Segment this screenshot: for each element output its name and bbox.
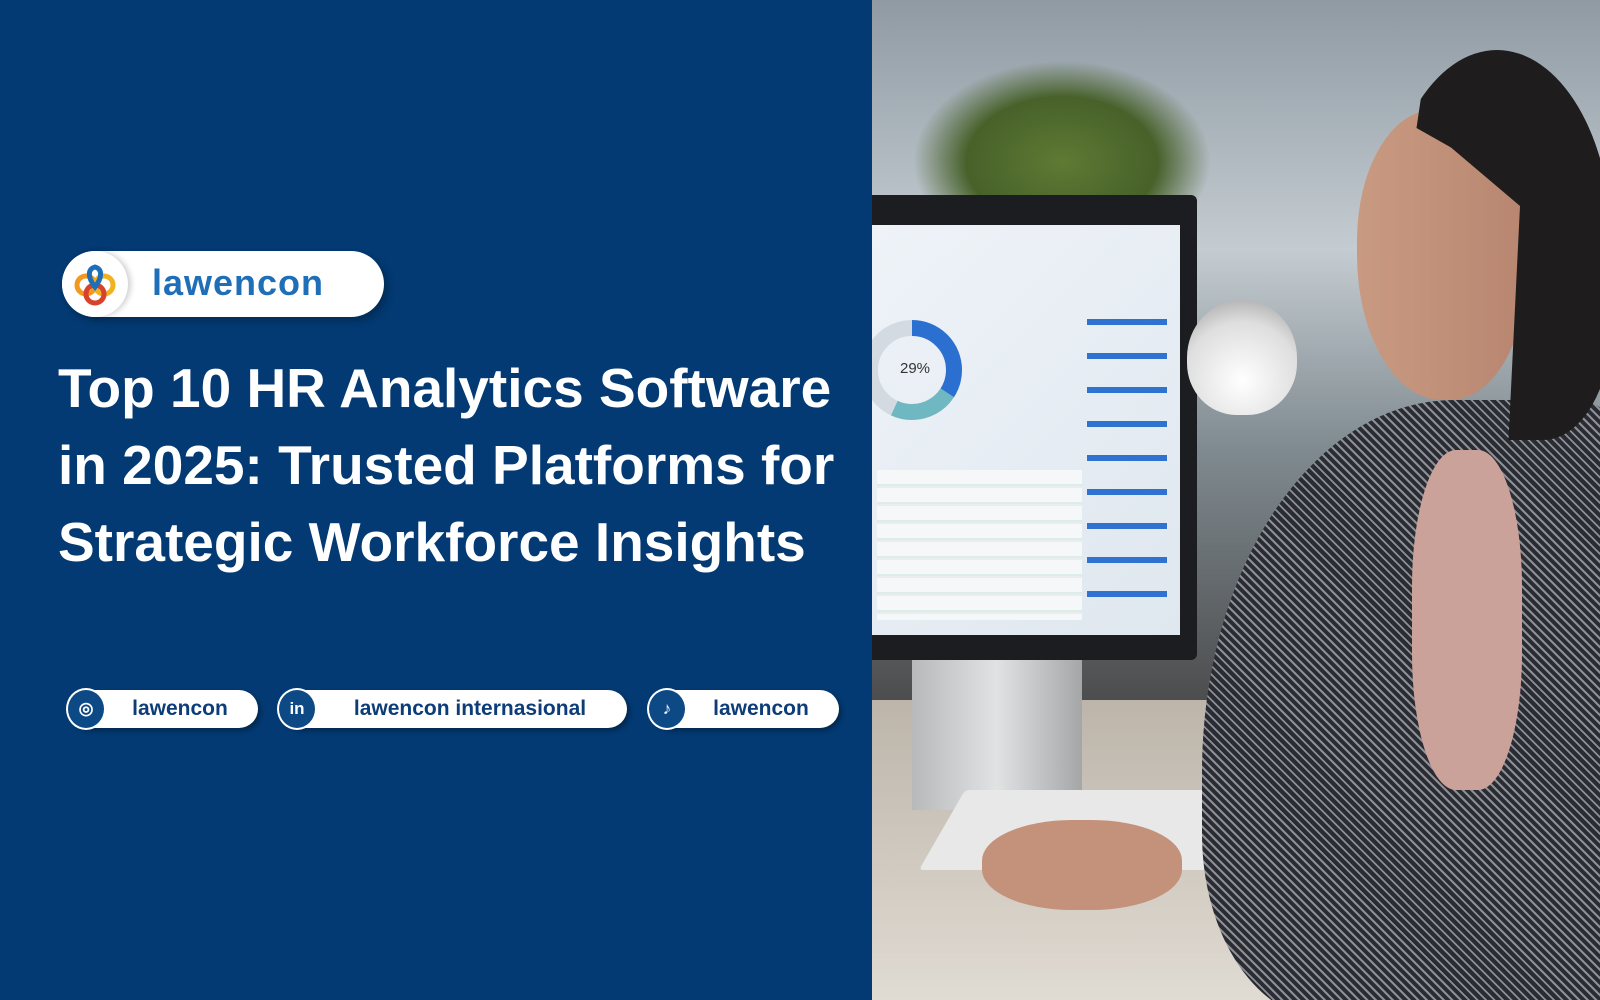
- page-title: Top 10 HR Analytics Software in 2025: Tr…: [58, 357, 835, 573]
- person-jacket: [1202, 400, 1600, 1000]
- screen-table: [877, 470, 1082, 620]
- tiktok-link[interactable]: ♪ lawencon: [647, 688, 839, 730]
- logo-wordmark: lawencon: [152, 262, 325, 303]
- instagram-handle: lawencon: [132, 697, 228, 720]
- left-panel: lawencon Top 10 HR Analytics Software in…: [58, 251, 839, 730]
- logo-mark-icon: [62, 251, 128, 317]
- instagram-icon: ◎: [66, 688, 106, 730]
- logo-badge: lawencon: [62, 251, 384, 317]
- person-blouse: [1412, 450, 1522, 790]
- instagram-link[interactable]: ◎ lawencon: [66, 688, 258, 730]
- lamp: [1187, 300, 1297, 415]
- screen-donut-chart: [872, 320, 962, 420]
- linkedin-link[interactable]: in lawencon internasional: [277, 688, 627, 730]
- office-photo: 29%: [872, 0, 1600, 1000]
- person-hand: [982, 820, 1182, 910]
- monitor-stand: [912, 630, 1082, 810]
- linkedin-icon: in: [277, 688, 317, 730]
- tiktok-handle: lawencon: [713, 697, 809, 720]
- tiktok-icon: ♪: [647, 688, 687, 730]
- linkedin-handle: lawencon internasional: [353, 697, 587, 720]
- screen-donut-label: 29%: [900, 360, 931, 377]
- screen-sidebar: [1087, 295, 1167, 615]
- monitor-screen: 29%: [872, 225, 1180, 635]
